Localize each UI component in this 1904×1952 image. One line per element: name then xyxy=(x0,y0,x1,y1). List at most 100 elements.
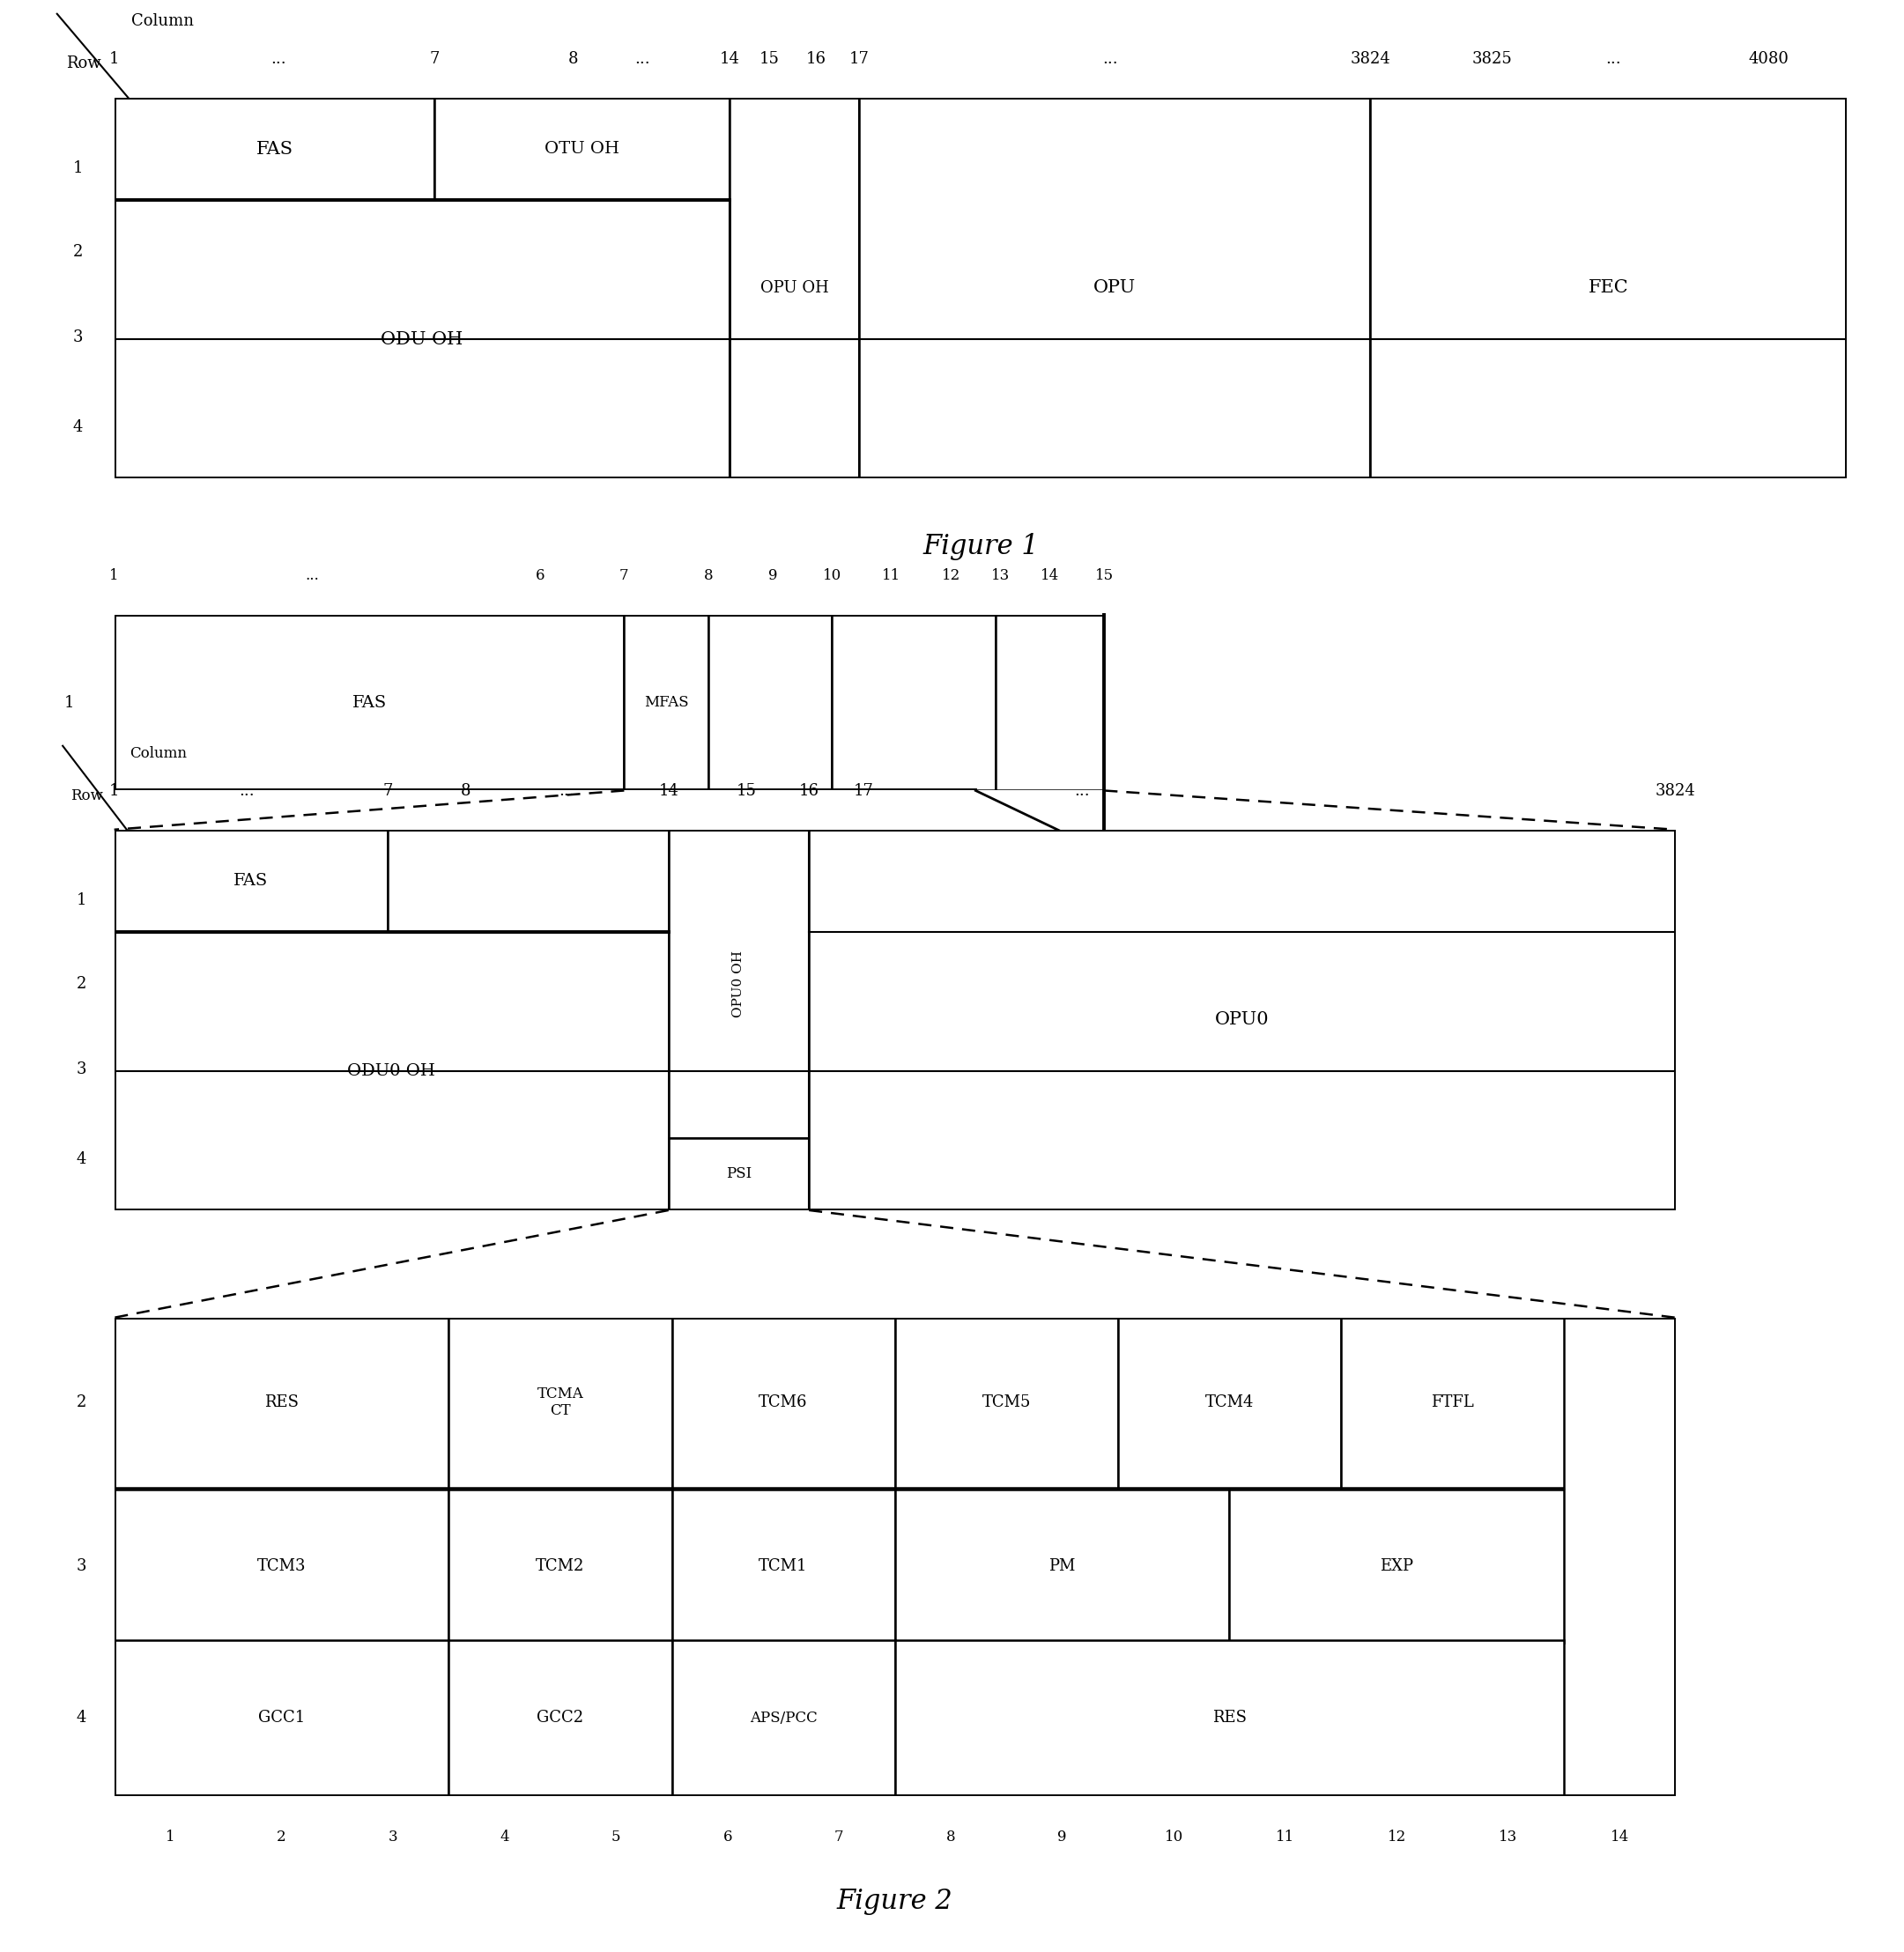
Text: ...: ... xyxy=(1074,783,1089,798)
Text: FEC: FEC xyxy=(1588,279,1628,297)
Text: ...: ... xyxy=(1102,51,1118,66)
Text: Column: Column xyxy=(131,14,194,29)
Text: MFAS: MFAS xyxy=(644,695,689,711)
Text: 10: 10 xyxy=(823,568,842,584)
Text: 12: 12 xyxy=(1388,1829,1407,1845)
Bar xyxy=(1230,1489,1563,1644)
Bar xyxy=(895,1318,1118,1487)
Text: EXP: EXP xyxy=(1380,1558,1413,1573)
Text: 2: 2 xyxy=(276,1829,286,1845)
Text: 8: 8 xyxy=(567,51,579,66)
Text: FAS: FAS xyxy=(255,141,293,158)
Bar xyxy=(668,1138,809,1210)
Bar xyxy=(114,201,729,478)
Text: 12: 12 xyxy=(941,568,960,584)
Text: Figure 1: Figure 1 xyxy=(923,533,1038,560)
Text: TCMA
CT: TCMA CT xyxy=(537,1386,583,1419)
Text: 16: 16 xyxy=(805,51,826,66)
Text: 3824: 3824 xyxy=(1350,51,1390,66)
Text: 3: 3 xyxy=(76,1062,86,1078)
Text: 1: 1 xyxy=(72,160,84,176)
Bar xyxy=(729,98,859,478)
Text: 10: 10 xyxy=(1165,1829,1182,1845)
Text: 15: 15 xyxy=(760,51,779,66)
Bar xyxy=(114,933,668,1210)
Bar xyxy=(114,830,387,933)
Text: 7: 7 xyxy=(383,783,392,798)
Text: TCM3: TCM3 xyxy=(257,1558,307,1573)
Bar xyxy=(114,615,625,791)
Text: Row: Row xyxy=(67,55,101,70)
Text: ...: ... xyxy=(560,783,575,798)
Text: GCC1: GCC1 xyxy=(259,1710,305,1726)
Text: APS/PCC: APS/PCC xyxy=(750,1710,817,1726)
Text: 7: 7 xyxy=(430,51,440,66)
Text: 14: 14 xyxy=(1611,1829,1630,1845)
Text: OPU0: OPU0 xyxy=(1215,1011,1270,1029)
Text: 2: 2 xyxy=(72,244,84,260)
Text: 1: 1 xyxy=(166,1829,175,1845)
Text: 9: 9 xyxy=(767,568,777,584)
Text: FAS: FAS xyxy=(234,873,268,888)
Bar xyxy=(996,615,1104,791)
Bar xyxy=(449,1489,672,1644)
Text: 1: 1 xyxy=(65,695,74,711)
Text: 9: 9 xyxy=(1057,1829,1066,1845)
Text: OTU OH: OTU OH xyxy=(545,141,619,156)
Text: Figure 2: Figure 2 xyxy=(838,1888,952,1915)
Text: 3: 3 xyxy=(388,1829,398,1845)
Text: ...: ... xyxy=(270,51,288,66)
Text: RES: RES xyxy=(1213,1710,1247,1726)
Text: 3: 3 xyxy=(72,330,84,346)
Text: TCM2: TCM2 xyxy=(535,1558,585,1573)
Text: 15: 15 xyxy=(737,783,756,798)
Text: OPU OH: OPU OH xyxy=(760,279,828,297)
Text: FAS: FAS xyxy=(352,695,387,711)
Text: 11: 11 xyxy=(1276,1829,1295,1845)
Text: ODU0 OH: ODU0 OH xyxy=(347,1064,436,1079)
Text: 8: 8 xyxy=(704,568,712,584)
Text: PM: PM xyxy=(1049,1558,1076,1573)
Bar xyxy=(114,98,434,201)
Bar xyxy=(672,1489,895,1644)
Text: 7: 7 xyxy=(834,1829,843,1845)
Text: ...: ... xyxy=(634,51,651,66)
Text: PSI: PSI xyxy=(725,1167,752,1181)
Text: 1: 1 xyxy=(110,568,118,584)
Bar xyxy=(449,1640,672,1796)
Text: FTFL: FTFL xyxy=(1432,1394,1474,1411)
Bar xyxy=(114,1640,449,1796)
Text: OPU: OPU xyxy=(1093,279,1137,297)
Text: 2: 2 xyxy=(76,1394,86,1411)
Text: OPU0 OH: OPU0 OH xyxy=(733,951,744,1017)
Text: 6: 6 xyxy=(535,568,545,584)
Text: 8: 8 xyxy=(946,1829,956,1845)
Bar xyxy=(1371,98,1847,478)
Bar xyxy=(1340,1318,1563,1487)
Text: RES: RES xyxy=(265,1394,299,1411)
Text: 1: 1 xyxy=(109,51,120,66)
Bar xyxy=(449,1318,672,1487)
Text: 17: 17 xyxy=(849,51,870,66)
Text: ...: ... xyxy=(240,783,255,798)
Bar xyxy=(895,1489,1230,1644)
Text: 4: 4 xyxy=(76,1152,86,1167)
Text: 11: 11 xyxy=(882,568,901,584)
Text: 1: 1 xyxy=(76,892,86,908)
Text: Column: Column xyxy=(129,746,187,761)
Text: 14: 14 xyxy=(659,783,678,798)
Text: 13: 13 xyxy=(990,568,1009,584)
Text: 1: 1 xyxy=(109,783,120,798)
Bar xyxy=(672,1318,895,1487)
Text: 17: 17 xyxy=(853,783,874,798)
Bar xyxy=(114,1489,449,1644)
Text: TCM5: TCM5 xyxy=(982,1394,1030,1411)
Text: 15: 15 xyxy=(1095,568,1114,584)
Bar xyxy=(625,615,708,791)
Text: 7: 7 xyxy=(619,568,628,584)
Text: GCC2: GCC2 xyxy=(537,1710,585,1726)
Text: Row: Row xyxy=(70,789,103,802)
Text: 2: 2 xyxy=(76,976,86,992)
Text: 3825: 3825 xyxy=(1472,51,1512,66)
Text: 4: 4 xyxy=(501,1829,508,1845)
